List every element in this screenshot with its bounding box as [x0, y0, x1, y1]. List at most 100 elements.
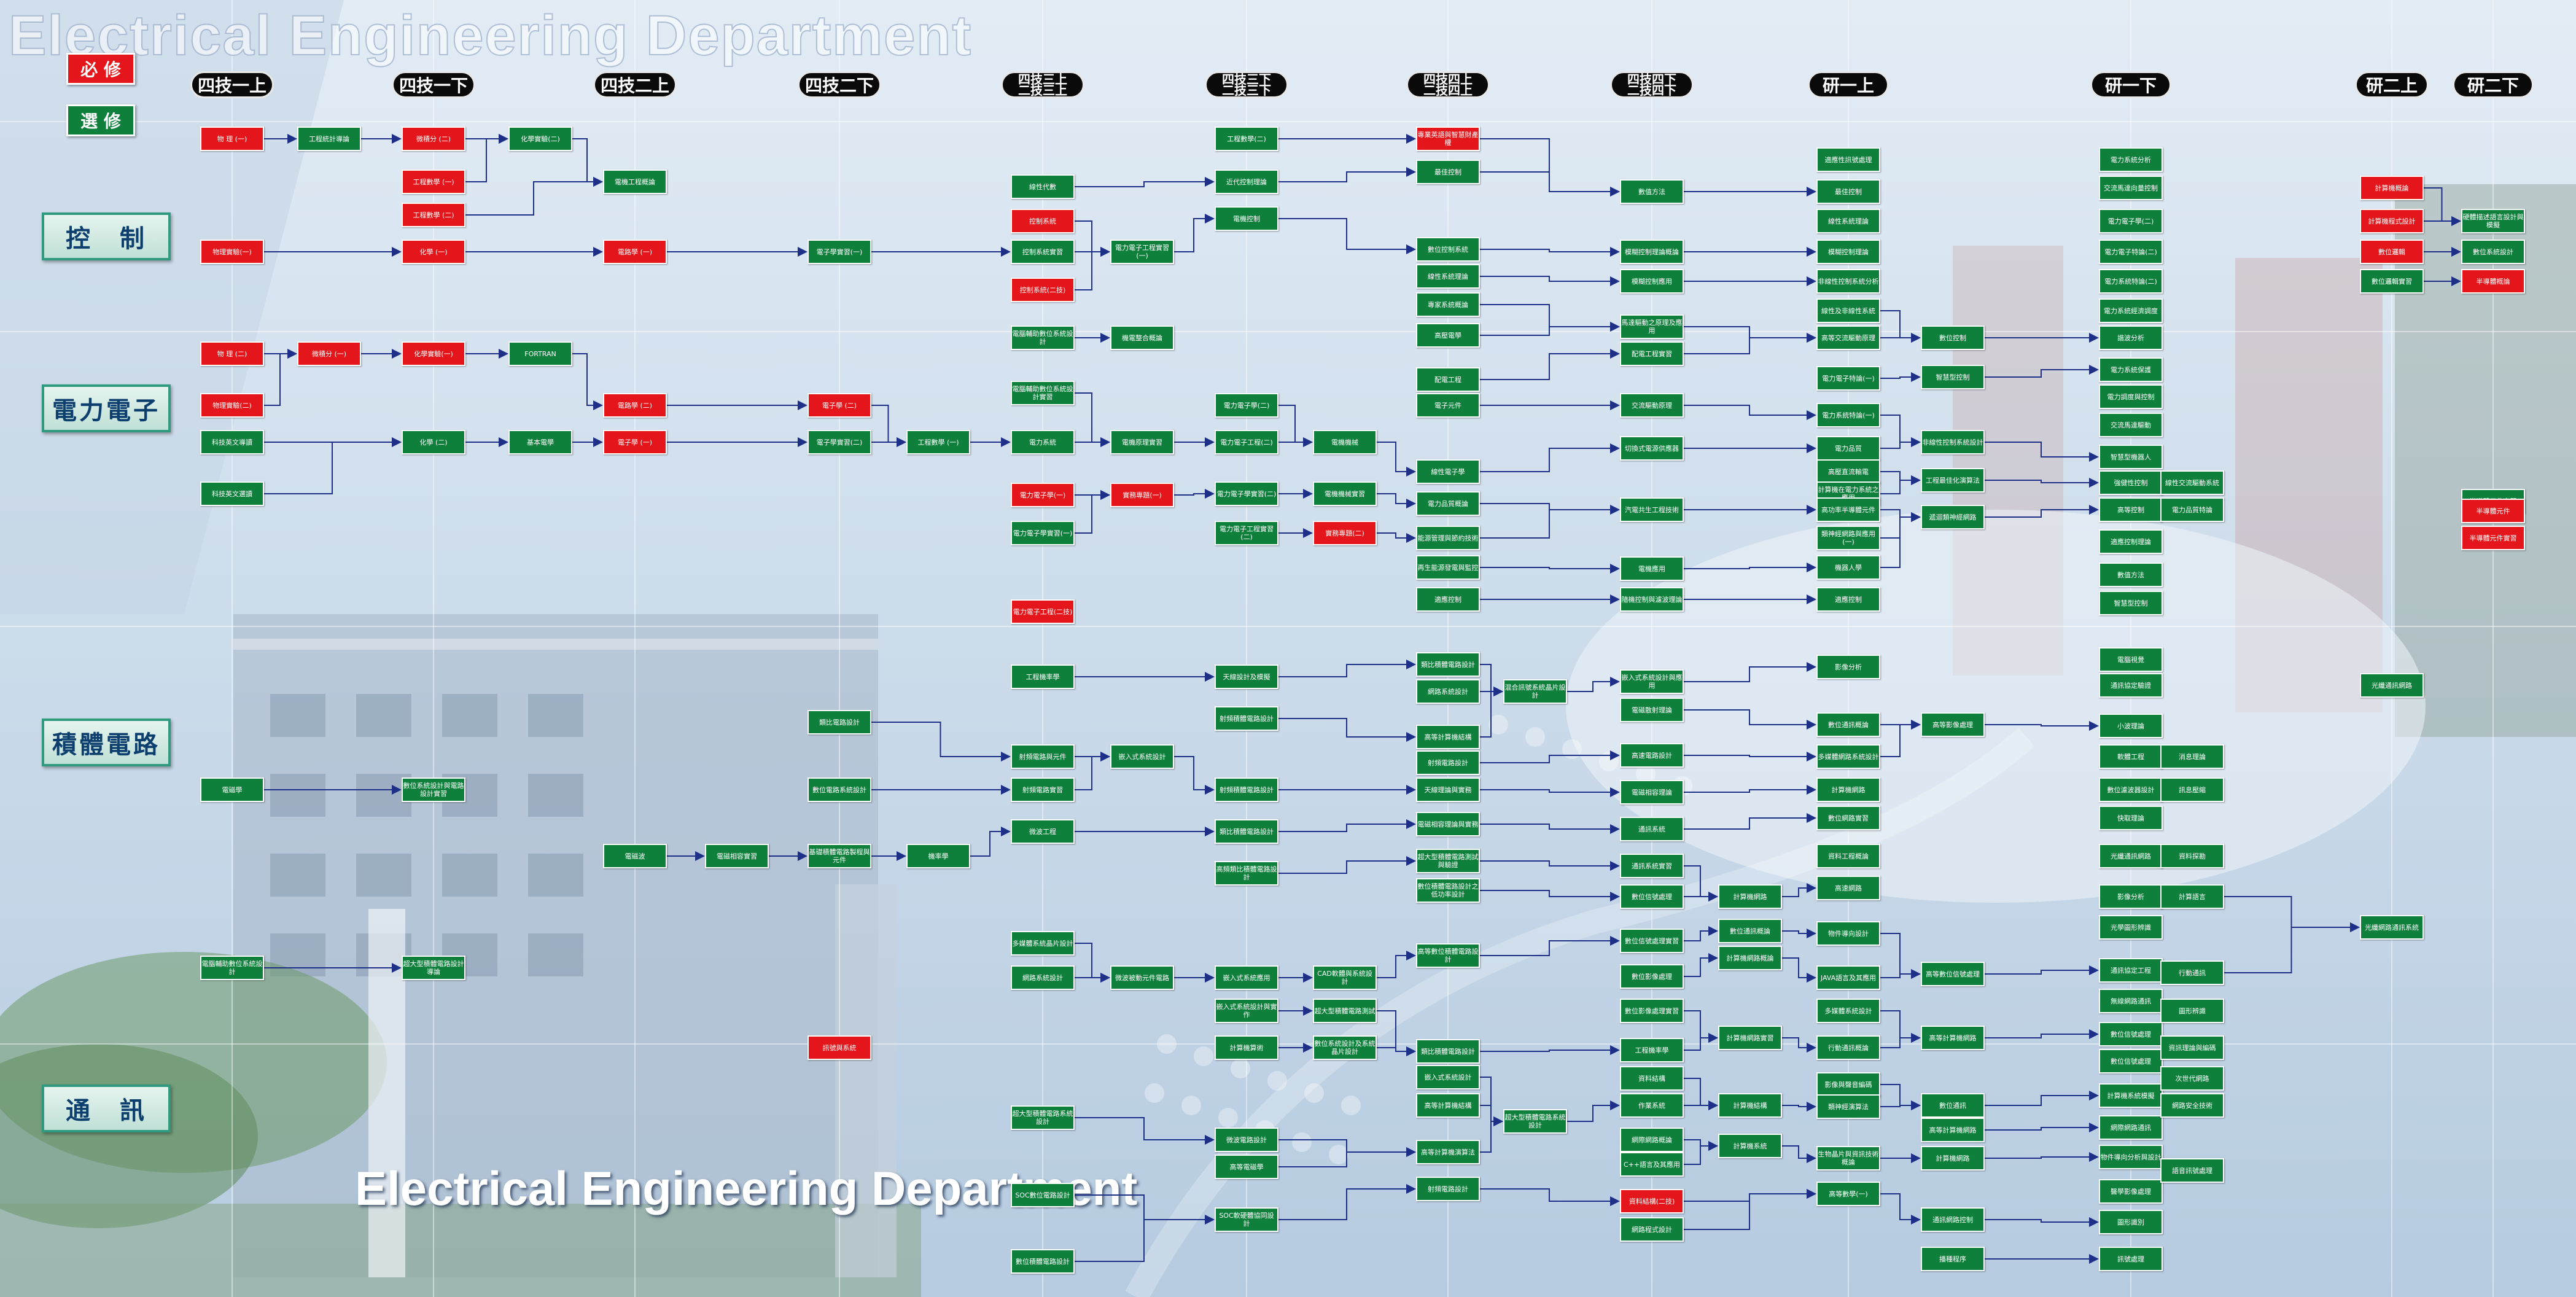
course-elective: 通訊系統 — [1620, 817, 1684, 841]
course-elective: 影像與聲音編碼 — [1816, 1072, 1880, 1097]
course-elective: 高頻類比積體電路設計 — [1215, 861, 1278, 886]
course-elective: 數位積體電路設計 — [1011, 1249, 1075, 1274]
course-elective: 行動通訊 — [2160, 960, 2224, 985]
course-elective: 生物晶片與資訊技術概論 — [1816, 1146, 1880, 1170]
course-elective: 機率學 — [906, 844, 970, 868]
course-elective: 計算機網路 — [1921, 1146, 1985, 1170]
course-elective: 計算機網路實習 — [1718, 1026, 1782, 1050]
course-required: 控制系統(二技) — [1011, 278, 1075, 302]
course-elective: 電子學實習(二) — [807, 430, 871, 454]
course-elective: 天線理論與實務 — [1416, 777, 1480, 802]
course-elective: 線性代數 — [1011, 174, 1075, 199]
course-elective: 數位濾波器設計 — [2099, 777, 2163, 802]
course-elective: 計算機系統模擬 — [2099, 1083, 2163, 1108]
course-elective: 電力系統分析 — [2099, 147, 2163, 172]
course-elective: 工程統計導論 — [297, 127, 361, 151]
course-elective: 最佳控制 — [1816, 179, 1880, 204]
course-required: 資料結構(二技) — [1620, 1189, 1684, 1213]
top-title: Electrical Engineering Department — [8, 4, 973, 68]
course-elective: 高等計算機結構 — [1416, 725, 1480, 749]
course-elective: 智慧型控制 — [1921, 365, 1985, 389]
course-elective: 高壓電學 — [1416, 323, 1480, 348]
course-elective: 網路系統設計 — [1011, 965, 1075, 990]
course-required: 訊號與系統 — [807, 1035, 871, 1060]
course-elective: 馬達驅動之原理及應用 — [1620, 314, 1684, 339]
semester-label: 四技一上 — [190, 71, 274, 98]
course-required: 半導體元件 — [2461, 499, 2525, 523]
course-elective: 計算機網路 — [1718, 884, 1782, 909]
course-elective: 訊息壓縮 — [2160, 777, 2224, 802]
course-elective: 隨機控制與濾波理論 — [1620, 587, 1684, 612]
course-elective: 電機應用 — [1620, 556, 1684, 581]
course-elective: 模糊控制理論 — [1816, 240, 1880, 264]
course-elective: 高等交流驅動原理 — [1816, 325, 1880, 350]
course-elective: 超大型積體電路系統設計 — [1011, 1105, 1075, 1130]
course-elective: 影像分析 — [2099, 884, 2163, 909]
course-elective: 通訊網路控制 — [1921, 1207, 1985, 1232]
course-elective: 類比電路設計 — [807, 710, 871, 734]
course-required: 工程數學 (二) — [402, 203, 465, 227]
course-elective: 電力電子學實習(二) — [1215, 481, 1278, 506]
course-elective: 電機機械 — [1313, 430, 1377, 454]
course-elective: 適應控制理論 — [2099, 529, 2163, 554]
course-elective: FORTRAN — [508, 341, 572, 366]
course-elective: 機電整合概論 — [1110, 325, 1174, 350]
course-elective: 通訊系統實習 — [1620, 854, 1684, 878]
course-elective: 電力電子工程實習(一) — [1110, 240, 1174, 264]
legend-required: 必 修 — [66, 53, 135, 85]
semester-label: 四技四下 二技四下 — [1610, 71, 1694, 98]
course-elective: 高速電路設計 — [1620, 743, 1684, 768]
course-required: 控制系統 — [1011, 209, 1075, 233]
course-elective: 數位信號處理 — [2099, 1049, 2163, 1073]
course-elective: 電力品質概論 — [1416, 491, 1480, 516]
course-elective: 電力系統 — [1011, 430, 1075, 454]
course-elective: 資訊理論與編碼 — [2160, 1035, 2224, 1060]
course-elective: 數位信號處理實習 — [1620, 929, 1684, 953]
course-elective: 混合訊號系統晶片設計 — [1503, 679, 1567, 704]
course-elective: 超大型積體電路測試 — [1313, 999, 1377, 1023]
course-elective: 強健性控制 — [2099, 470, 2163, 495]
course-elective: 電磁波 — [603, 844, 667, 868]
course-elective: 智慧型控制 — [2099, 591, 2163, 615]
semester-label: 研一下 — [2090, 71, 2171, 98]
course-elective: 網際網路通訊 — [2099, 1115, 2163, 1140]
course-elective: 線性及非線性系統 — [1816, 298, 1880, 323]
course-required: 計算機概論 — [2360, 176, 2424, 200]
bottom-title: Electrical Engineering Department — [355, 1161, 1138, 1215]
course-elective: 光纖通訊網路 — [2099, 844, 2163, 868]
course-elective: 網路程式設計 — [1620, 1217, 1684, 1242]
course-elective: 圖形識別 — [2099, 1210, 2163, 1234]
course-elective: 工程最佳化演算法 — [1921, 468, 1985, 493]
course-elective: 高速網路 — [1816, 876, 1880, 900]
course-elective: 模糊控制理論概論 — [1620, 240, 1684, 264]
course-elective: 科技英文導讀 — [200, 430, 264, 454]
course-elective: 射頻電路實習 — [1011, 777, 1075, 802]
course-elective: 計算機網路 — [1816, 777, 1880, 802]
course-elective: 射頻電路與元件 — [1011, 744, 1075, 769]
course-elective: 工程機率學 — [1011, 664, 1075, 689]
semester-label: 四技二上 — [593, 71, 677, 98]
course-elective: 電磁相容理論 — [1620, 780, 1684, 804]
course-elective: 諧波分析 — [2099, 325, 2163, 350]
course-elective: 微波工程 — [1011, 819, 1075, 844]
course-elective: 數位通訊概論 — [1718, 919, 1782, 943]
course-elective: 超大型積體電路系統設計 — [1503, 1109, 1567, 1134]
course-elective: 多媒體系統設計 — [1816, 999, 1880, 1023]
course-elective: 光纖網路通訊系統 — [2360, 915, 2424, 940]
course-elective: 嵌入式系統設計與實作 — [1215, 999, 1278, 1023]
course-elective: 電腦輔助數位系統設計 — [1011, 325, 1075, 350]
course-elective: 高等計算機網路 — [1921, 1026, 1985, 1050]
course-elective: 電力電子工程(二) — [1215, 430, 1278, 454]
course-elective: 再生能源發電與監控 — [1416, 555, 1480, 580]
course-elective: 電機機械實習 — [1313, 481, 1377, 506]
course-elective: 高功率半導體元件 — [1816, 497, 1880, 522]
course-elective: 語音訊號處理 — [2160, 1158, 2224, 1183]
course-elective: 電機控制 — [1215, 206, 1278, 231]
course-elective: 電力電子特論(一) — [1816, 366, 1880, 391]
course-required: 數位邏輯 — [2360, 240, 2424, 264]
course-elective: 數位信號處理 — [2099, 1022, 2163, 1046]
course-elective: 通訊協定驗證 — [2099, 673, 2163, 698]
course-elective: 計算機結構 — [1718, 1093, 1782, 1118]
course-elective: 電腦視覺 — [2099, 647, 2163, 672]
course-elective: 資料探勘 — [2160, 844, 2224, 868]
